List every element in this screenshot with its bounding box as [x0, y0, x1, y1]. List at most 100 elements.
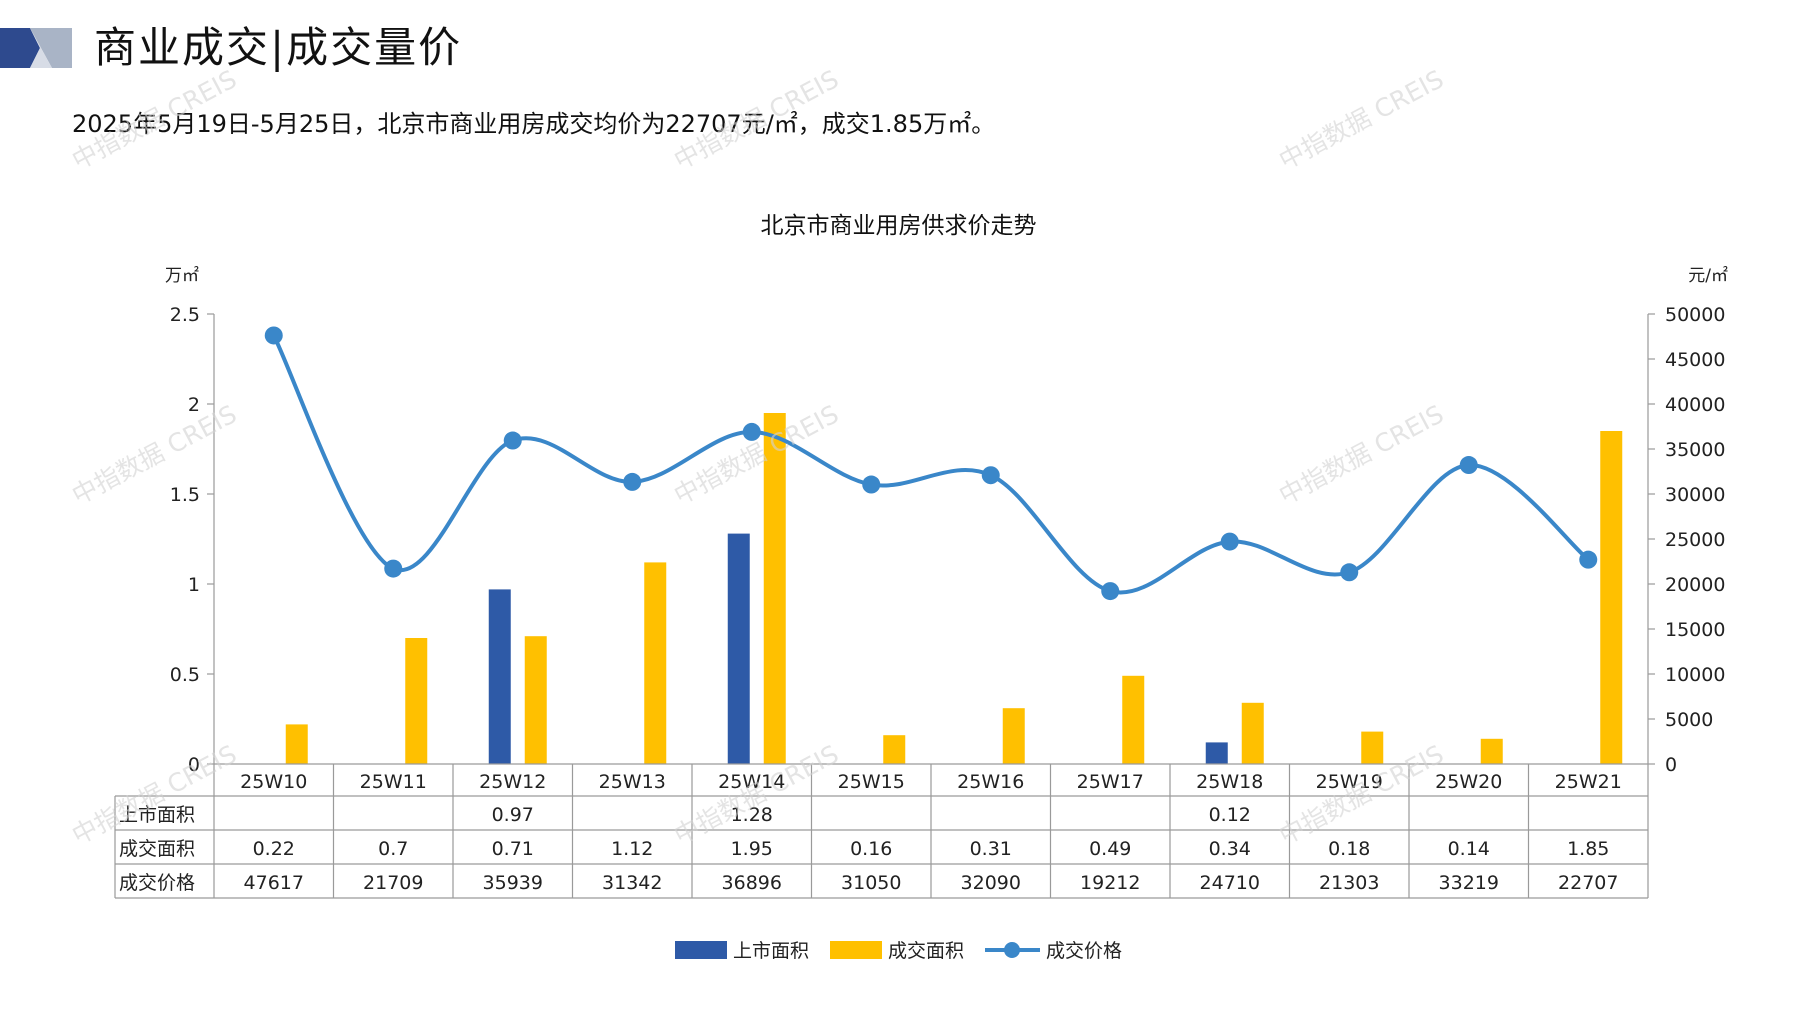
table-cell: 0.31 — [970, 838, 1012, 860]
bar-supply — [727, 533, 750, 764]
y-right-tick-label: 15000 — [1665, 619, 1725, 641]
legend-label-price: 成交价格 — [1046, 940, 1122, 962]
watermark: 中指数据 CREIS — [1274, 399, 1448, 510]
table-cell: 1.28 — [731, 804, 773, 826]
bar-deal-area — [1241, 702, 1264, 764]
table-cell: 1.85 — [1567, 838, 1609, 860]
legend-swatch-price-point — [1004, 942, 1020, 958]
x-tick-label: 25W19 — [1316, 771, 1383, 793]
watermark: 中指数据 CREIS — [1274, 64, 1448, 175]
table-cell: 36896 — [722, 872, 782, 894]
table-cell: 32090 — [961, 872, 1021, 894]
bar-supply — [488, 589, 511, 764]
x-tick-label: 25W13 — [599, 771, 666, 793]
chart-title: 北京市商业用房供求价走势 — [760, 213, 1037, 239]
price-point — [264, 326, 283, 345]
summary-text: 2025年5月19日-5月25日，北京市商业用房成交均价为22707元/㎡，成交… — [72, 110, 996, 138]
x-tick-label: 25W21 — [1555, 771, 1622, 793]
table-cell: 22707 — [1558, 872, 1618, 894]
price-point — [1459, 456, 1478, 475]
table-cell: 0.49 — [1089, 838, 1131, 860]
x-tick-label: 25W16 — [957, 771, 1024, 793]
y-right-tick-label: 10000 — [1665, 664, 1725, 686]
price-point — [1101, 582, 1120, 601]
table-cell: 0.18 — [1328, 838, 1370, 860]
watermark: 中指数据 CREIS — [67, 64, 241, 175]
table-cell: 1.95 — [731, 838, 773, 860]
table-row-header: 上市面积 — [119, 804, 195, 826]
legend-swatch-deal-area — [830, 941, 882, 959]
table-cell: 0.16 — [850, 838, 892, 860]
y-right-tick-label: 35000 — [1665, 439, 1725, 461]
table-cell: 0.14 — [1448, 838, 1490, 860]
header-logo-mark — [0, 28, 72, 68]
table-row-header: 成交面积 — [119, 838, 195, 860]
legend-label-deal-area: 成交面积 — [888, 940, 964, 962]
header-mark-light — [30, 28, 72, 68]
table-cell: 47617 — [244, 872, 304, 894]
y-right-tick-label: 0 — [1665, 754, 1677, 776]
y-left-tick-label: 1 — [188, 574, 200, 596]
y-right-tick-label: 25000 — [1665, 529, 1725, 551]
table-cell: 0.97 — [492, 804, 534, 826]
header-mark-dark — [0, 28, 40, 68]
price-point — [1579, 550, 1598, 569]
price-line — [271, 333, 1591, 595]
y-right-tick-label: 50000 — [1665, 304, 1725, 326]
y-left-tick-label: 0.5 — [170, 664, 200, 686]
table-cell: 1.12 — [611, 838, 653, 860]
price-point — [503, 431, 522, 450]
price-point — [623, 472, 642, 491]
watermark: 中指数据 CREIS — [67, 739, 241, 850]
x-tick-label: 25W18 — [1196, 771, 1263, 793]
x-tick-label: 25W17 — [1077, 771, 1144, 793]
y-right-tick-label: 45000 — [1665, 349, 1725, 371]
y-left-tick-label: 2 — [188, 394, 200, 416]
price-point — [862, 475, 881, 494]
x-tick-label: 25W14 — [718, 771, 785, 793]
y-left-tick-label: 1.5 — [170, 484, 200, 506]
table-cell: 0.7 — [378, 838, 408, 860]
x-tick-label: 25W15 — [838, 771, 905, 793]
table-row-header: 成交价格 — [119, 872, 195, 894]
table-cell: 31342 — [602, 872, 662, 894]
price-point — [981, 466, 1000, 485]
watermark: 中指数据 CREIS — [669, 64, 843, 175]
bar-deal-area — [763, 413, 786, 764]
x-tick-label: 25W11 — [360, 771, 427, 793]
bar-supply — [1205, 742, 1228, 764]
price-point — [742, 422, 761, 441]
bar-deal-area — [405, 638, 428, 764]
table-cell: 0.34 — [1209, 838, 1251, 860]
bar-deal-area — [1122, 675, 1145, 764]
table-cell: 21709 — [363, 872, 423, 894]
bar-deal-area — [285, 724, 308, 764]
y-right-tick-label: 30000 — [1665, 484, 1725, 506]
table-cell: 19212 — [1080, 872, 1140, 894]
legend-label-supply: 上市面积 — [733, 940, 809, 962]
price-point — [384, 559, 403, 578]
price-point — [1340, 563, 1359, 582]
bar-deal-area — [1600, 431, 1623, 764]
bar-deal-area — [883, 735, 906, 764]
y-right-unit: 元/㎡ — [1688, 266, 1728, 286]
bar-deal-area — [1002, 708, 1025, 764]
y-right-tick-label: 40000 — [1665, 394, 1725, 416]
header: 商业成交|成交量价 — [0, 22, 600, 80]
y-right-tick-label: 5000 — [1665, 709, 1713, 731]
table-cell: 35939 — [483, 872, 543, 894]
bar-deal-area — [1480, 738, 1503, 764]
table-cell: 21303 — [1319, 872, 1379, 894]
header-mark-mid — [30, 28, 52, 68]
watermark: 中指数据 CREIS — [669, 739, 843, 850]
x-tick-label: 25W20 — [1435, 771, 1502, 793]
y-left-unit: 万㎡ — [165, 266, 199, 286]
legend-swatch-supply — [675, 941, 727, 959]
table-cell: 0.71 — [492, 838, 534, 860]
bar-deal-area — [644, 562, 667, 764]
x-tick-label: 25W10 — [240, 771, 307, 793]
y-left-tick-label: 0 — [188, 754, 200, 776]
page-title: 商业成交|成交量价 — [94, 23, 463, 72]
watermark: 中指数据 CREIS — [67, 399, 241, 510]
